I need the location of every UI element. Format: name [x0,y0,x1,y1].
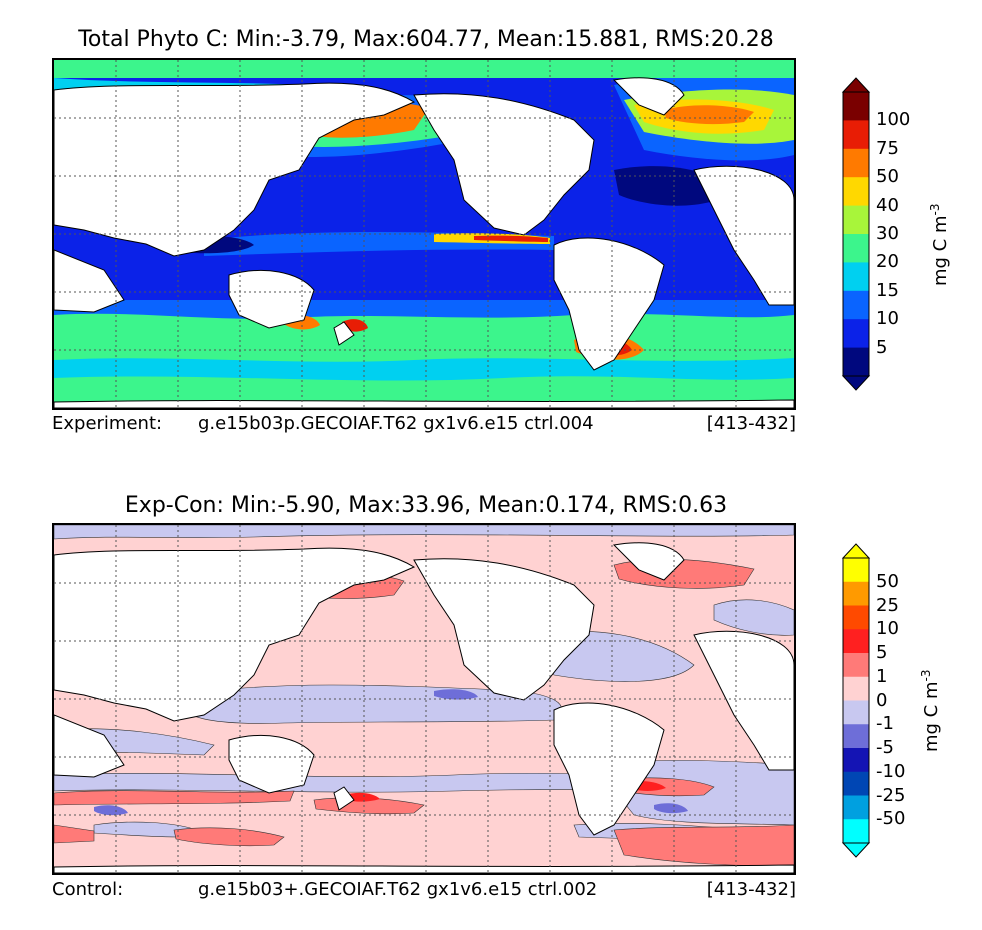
bottom-colorbar-units: mg C m-3 [919,669,942,752]
colorbar-tick-label: 40 [876,194,899,216]
colorbar-tick-label: 0 [876,689,888,711]
colorbar-tick-label: -25 [876,784,906,806]
colorbar-tick-label: 50 [876,570,899,592]
colorbar-segment [843,700,869,725]
colorbar-segment [843,347,869,377]
colorbar-segment [843,771,869,796]
colorbar-tick-label: -1 [876,713,894,735]
control-year-range: [413-432] [706,879,796,900]
colorbar-tick-label: 5 [876,336,888,358]
colorbar-tick-label: 20 [876,251,899,273]
colorbar-segment [843,558,869,583]
colorbar-segment [843,629,869,654]
colorbar-tick-label: 5 [876,642,888,663]
top-colorbar [841,77,871,391]
colorbar-tick-label: 25 [876,594,899,616]
colorbar-under-triangle [841,842,871,858]
colorbar-tick-label: -5 [876,737,894,758]
colorbar-tick-label: 30 [876,223,899,244]
colorbar-over-triangle [841,543,871,559]
colorbar-under-triangle [841,375,871,391]
phyto-c-map-canvas [54,60,794,408]
colorbar-segment [843,120,869,150]
colorbar-segment [843,819,869,844]
control-label: Control: [52,879,124,900]
colorbar-segment [843,795,869,820]
bottom-colorbar [841,543,871,858]
colorbar-tick-label: -10 [876,760,906,782]
colorbar-segment [843,605,869,630]
colorbar-segment [843,319,869,349]
colorbar-segment [843,234,869,263]
control-run-name: g.e15b03+.GECOIAF.T62 gx1v6.e15 ctrl.002 [198,879,598,900]
colorbar-segment [843,724,869,749]
difference-map-canvas [54,525,794,873]
colorbar-segment [843,262,869,292]
colorbar-tick-label: 10 [876,618,899,640]
colorbar-segment [843,748,869,773]
top-colorbar-units: mg C m-3 [928,203,951,286]
top-map-title: Total Phyto C: Min:-3.79, Max:604.77, Me… [78,27,774,52]
top_panel-colorbar-svg [841,77,871,391]
colorbar-segment [843,581,869,606]
bottom-map-title: Exp-Con: Min:-5.90, Max:33.96, Mean:0.17… [124,493,728,518]
experiment-run-name: g.e15b03p.GECOIAF.T62 gx1v6.e15 ctrl.004 [198,413,594,434]
colorbar-tick-label: 1 [876,665,888,687]
colorbar-tick-label: 50 [876,166,899,188]
phyto-c-map [52,58,796,410]
bottom_panel-colorbar-svg [841,543,871,858]
colorbar-segment [843,148,869,178]
colorbar-tick-label: -50 [876,808,906,830]
colorbar-tick-label: 75 [876,137,899,159]
colorbar-segment [843,676,869,701]
experiment-label: Experiment: [52,413,163,434]
colorbar-segment [843,205,869,235]
colorbar-segment [843,92,869,121]
colorbar-segment [843,653,869,678]
colorbar-segment [843,290,869,320]
colorbar-tick-label: 100 [876,109,911,131]
colorbar-tick-label: 15 [876,279,899,301]
colorbar-over-triangle [841,77,871,93]
difference-map [52,523,796,875]
experiment-year-range: [413-432] [706,413,796,434]
colorbar-segment [843,177,869,207]
colorbar-tick-label: 10 [876,308,899,330]
